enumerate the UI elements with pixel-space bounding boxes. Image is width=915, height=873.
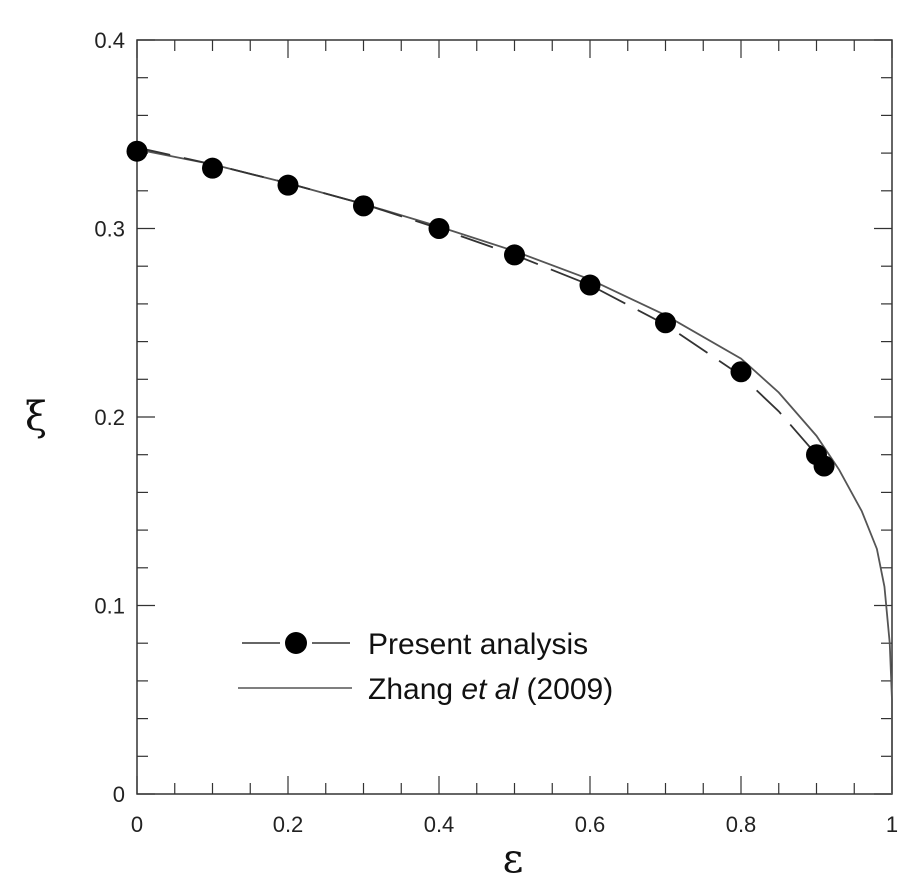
y-tick-label: 0.2 [94,405,125,430]
data-point-present [730,361,752,383]
legend-label-zhang-year: (2009) [518,673,613,706]
legend-label-zhang: Zhang et al (2009) [368,673,613,706]
legend-marker [285,632,307,654]
x-tick-label: 1 [886,812,898,837]
plot-frame [136,39,893,795]
data-point-present [579,274,601,296]
series-line-present [136,146,818,456]
legend-label-zhang-etal: et al [461,673,519,706]
tick-labels: 0 0.2 0.4 0.6 0.8 1 0 0.1 0.2 0.3 0.4 [94,28,898,837]
legend-label-present: Present analysis [368,628,588,661]
y-tick-label: 0 [113,782,125,807]
y-tick-label: 0.3 [94,217,125,242]
data-point-present [353,195,374,217]
data-point-present [655,312,676,334]
x-tick-label: 0.4 [424,812,455,837]
data-point-present [202,157,223,179]
series-layer [126,140,893,794]
x-tick-label: 0.2 [273,812,304,837]
x-axis-title: ε [503,836,524,873]
x-tick-label: 0.8 [726,812,757,837]
y-tick-label: 0.4 [94,28,125,53]
y-tick-label: 0.1 [94,594,125,619]
y-axis-title: ξ [25,394,47,440]
x-tick-label: 0 [131,812,143,837]
legend: Present analysis Zhang et al (2009) [238,628,613,706]
x-tick-label: 0.6 [575,812,606,837]
legend-label-zhang-author: Zhang [368,673,461,706]
data-point-present [428,218,450,239]
data-point-present [277,174,299,196]
data-point-present [504,244,525,266]
data-point-present [126,140,148,162]
data-point-present [813,455,835,477]
